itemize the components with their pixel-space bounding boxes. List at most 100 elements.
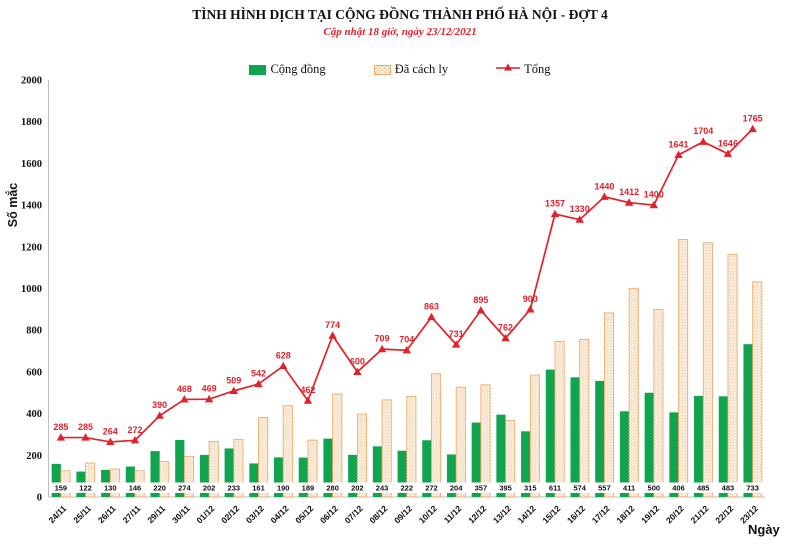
- total-value-label: 1412: [619, 187, 639, 197]
- total-marker: [575, 215, 584, 223]
- quarantined-bar: [579, 338, 590, 498]
- x-tick-label: 07/12: [343, 503, 365, 525]
- legend-label-total: Tổng: [524, 62, 551, 76]
- community-value-label-box: [74, 482, 98, 493]
- x-tick-label: 04/12: [269, 503, 291, 525]
- community-value-label: 280: [326, 484, 339, 493]
- total-marker: [229, 386, 239, 394]
- total-value-label: 1330: [570, 204, 590, 214]
- total-value-label: 895: [473, 295, 488, 305]
- x-tick-label: 27/11: [121, 503, 143, 525]
- total-value-label: 709: [375, 334, 390, 344]
- x-tick-label: 30/11: [170, 503, 192, 525]
- community-value-label: 272: [425, 484, 438, 493]
- community-value-label: 233: [228, 484, 241, 493]
- quarantined-bar: [727, 254, 738, 498]
- community-value-label-box: [741, 482, 765, 493]
- total-marker: [377, 344, 387, 353]
- community-bar: [150, 451, 160, 497]
- total-marker: [501, 333, 510, 342]
- quarantined-bar: [480, 384, 491, 498]
- community-bar: [249, 463, 259, 497]
- community-value-label-box: [271, 482, 295, 493]
- quarantined-bar: [653, 308, 664, 498]
- quarantined-bar: [233, 439, 244, 498]
- total-value-label: 1641: [669, 139, 689, 149]
- community-bar: [422, 440, 432, 497]
- community-value-label-box: [98, 482, 122, 493]
- community-value-label-box: [667, 482, 691, 493]
- quarantined-bar: [85, 462, 96, 498]
- community-bar: [619, 411, 630, 497]
- x-tick-label: 18/12: [614, 503, 636, 525]
- quarantined-bar: [752, 281, 763, 498]
- total-marker: [427, 312, 436, 321]
- x-tick-label: 25/11: [71, 503, 93, 525]
- quarantined-bar: [183, 456, 194, 498]
- community-value-label: 146: [129, 484, 142, 493]
- total-marker: [402, 345, 411, 354]
- total-value-label: 1765: [743, 113, 763, 123]
- x-tick-label: 03/12: [244, 503, 266, 525]
- community-value-label-box: [419, 482, 443, 493]
- x-tick-label: 17/12: [590, 503, 612, 525]
- chart-legend: Cộng đồng Đã cách ly Tổng: [0, 62, 800, 77]
- quarantined-bar: [628, 287, 639, 498]
- community-value-label: 485: [697, 484, 710, 493]
- community-bar: [372, 446, 383, 497]
- community-bar: [397, 450, 407, 497]
- quarantined-bar: [381, 399, 392, 498]
- total-value-label: 264: [103, 426, 118, 436]
- x-tick-label: 14/12: [516, 503, 538, 525]
- community-bar: [743, 344, 753, 497]
- total-marker: [180, 395, 189, 403]
- total-marker: [155, 411, 164, 419]
- legend-label-quarantined: Đã cách ly: [394, 62, 449, 76]
- community-value-label-box: [123, 482, 147, 493]
- total-marker: [674, 150, 683, 158]
- total-marker: [600, 192, 609, 200]
- total-marker: [748, 124, 757, 133]
- community-value-label: 500: [648, 484, 661, 493]
- y-tick-label: 1000: [21, 284, 42, 295]
- community-bar: [51, 463, 61, 497]
- community-bar: [669, 412, 679, 497]
- quarantined-bar: [356, 413, 367, 498]
- community-bar: [570, 377, 580, 497]
- community-value-label: 733: [746, 484, 759, 493]
- y-tick-label: 1400: [21, 201, 42, 212]
- community-value-label-box: [444, 482, 468, 493]
- x-tick-label: 16/12: [565, 503, 587, 525]
- total-value-label: 774: [325, 320, 340, 330]
- total-marker: [699, 137, 708, 145]
- total-marker: [328, 331, 337, 339]
- community-bar: [323, 438, 333, 497]
- community-bar: [125, 466, 135, 497]
- total-value-label: 1357: [545, 199, 565, 209]
- legend-label-community: Cộng đồng: [270, 62, 326, 76]
- total-value-label: 272: [127, 425, 142, 435]
- total-marker: [303, 396, 313, 404]
- x-tick-label: 06/12: [318, 503, 340, 525]
- y-tick-label: 200: [26, 451, 42, 462]
- community-value-label: 357: [475, 484, 488, 493]
- community-bar: [694, 395, 704, 497]
- quarantined-bar: [554, 341, 565, 498]
- chart-title: TÌNH HÌNH DỊCH TẠI CỘNG ĐỒNG THÀNH PHỐ H…: [192, 7, 608, 22]
- community-value-label-box: [247, 482, 271, 493]
- community-value-label: 411: [623, 484, 635, 493]
- total-marker: [550, 209, 560, 218]
- y-axis-title: Số mắc: [5, 183, 20, 228]
- total-marker: [254, 379, 263, 388]
- total-value-label: 1440: [594, 181, 614, 191]
- x-tick-label: 11/12: [442, 503, 464, 525]
- total-value-label: 900: [523, 294, 538, 304]
- community-value-label: 204: [450, 484, 463, 493]
- community-value-label-box: [716, 482, 740, 493]
- community-value-label-box: [469, 482, 493, 493]
- x-tick-label: 19/12: [639, 503, 661, 525]
- community-value-label: 222: [400, 484, 413, 493]
- total-marker: [723, 149, 733, 157]
- quarantined-bar: [455, 386, 466, 498]
